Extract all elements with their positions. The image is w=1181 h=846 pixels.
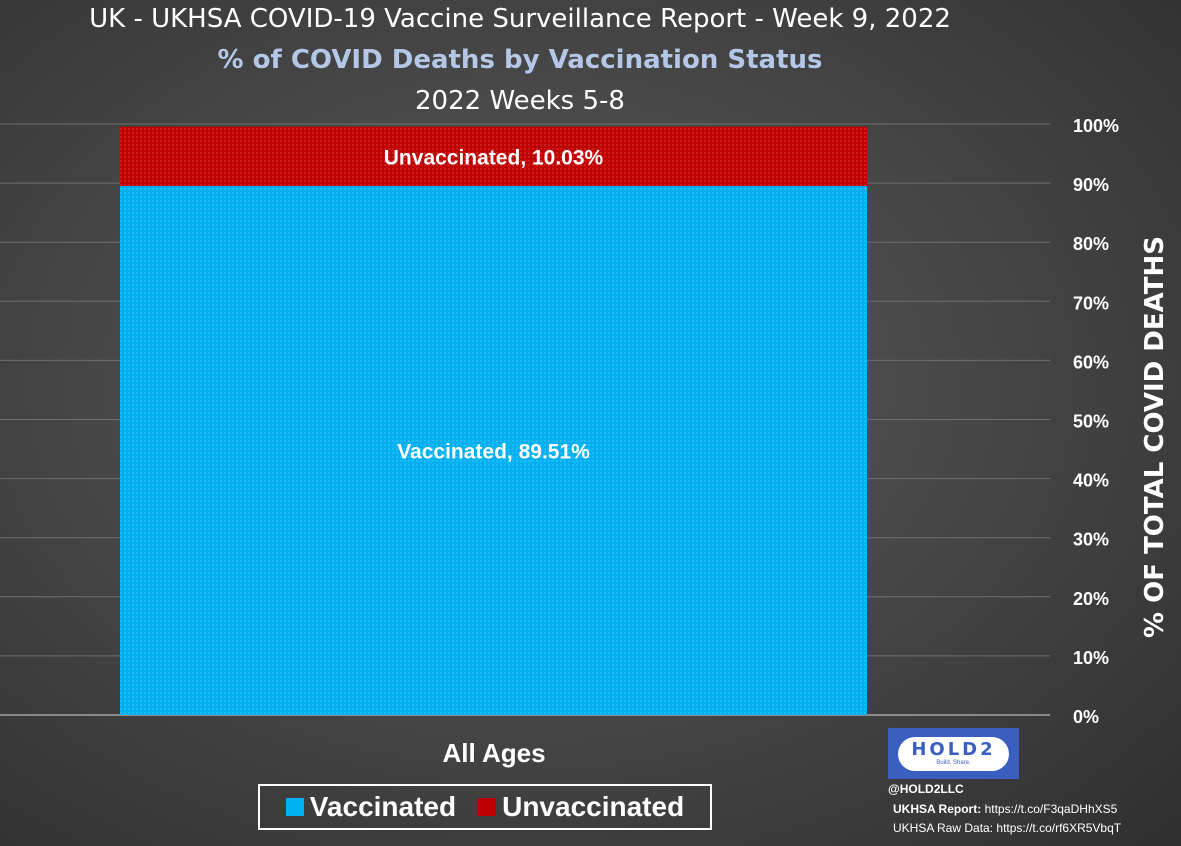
y-tick-label: 10% [1073, 648, 1109, 668]
legend-label-unvaccinated: Unvaccinated [502, 791, 685, 822]
chart-date-range: 2022 Weeks 5-8 [415, 86, 625, 116]
data-label-vaccinated: Vaccinated, 89.51% [397, 440, 590, 463]
logo-text: HOLD2 [911, 738, 996, 760]
legend-item-vaccinated: Vaccinated [285, 791, 457, 823]
source-raw-data: UKHSA Raw Data: https://t.co/rf6XR5VbqT [893, 821, 1121, 835]
y-axis-title: % OF TOTAL COVID DEATHS [1140, 236, 1170, 638]
y-tick-label: 40% [1073, 471, 1109, 491]
y-tick-label: 90% [1073, 175, 1109, 195]
x-category-label: All Ages [442, 738, 546, 768]
legend-swatch-unvaccinated [478, 798, 497, 816]
source-raw-label: UKHSA Raw Data: [893, 821, 994, 835]
twitter-handle: @HOLD2LLC [888, 782, 964, 796]
source-report: UKHSA Report: https://t.co/F3qaDHhXS5 [893, 802, 1117, 816]
source-raw-link[interactable]: https://t.co/rf6XR5VbqT [996, 821, 1122, 835]
logo-tagline: Build. Share. [936, 759, 971, 766]
y-tick-label: 20% [1073, 589, 1109, 609]
y-tick-label: 30% [1073, 530, 1109, 550]
legend-swatch-vaccinated [285, 798, 304, 816]
legend-item-unvaccinated: Unvaccinated [478, 791, 684, 823]
chart-subtitle: % of COVID Deaths by Vaccination Status [217, 45, 823, 75]
chart-legend: Vaccinated Unvaccinated [258, 784, 712, 830]
logo-pill: HOLD2 Build. Share. [898, 736, 1009, 771]
chart-title: UK - UKHSA COVID-19 Vaccine Surveillance… [89, 4, 951, 34]
source-report-label: UKHSA Report: [893, 802, 982, 816]
bar-vaccinated [120, 185, 867, 715]
legend-label-vaccinated: Vaccinated [309, 791, 457, 822]
y-tick-label: 60% [1073, 352, 1109, 372]
y-tick-label: 100% [1073, 116, 1119, 136]
y-tick-label: 70% [1073, 293, 1109, 313]
y-tick-label: 50% [1073, 412, 1109, 432]
y-tick-label: 0% [1073, 707, 1099, 727]
source-report-link[interactable]: https://t.co/F3qaDHhXS5 [984, 802, 1118, 816]
data-label-unvaccinated: Unvaccinated, 10.03% [384, 146, 604, 169]
hold2-logo: HOLD2 Build. Share. [888, 728, 1019, 779]
bar-unvaccinated [120, 126, 867, 186]
y-tick-label: 80% [1073, 234, 1109, 254]
